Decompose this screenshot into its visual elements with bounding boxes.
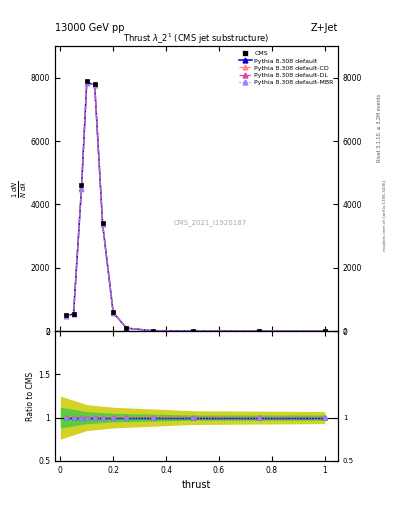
- Text: Rivet 3.1.10, ≥ 3.2M events: Rivet 3.1.10, ≥ 3.2M events: [377, 94, 382, 162]
- Text: mcplots.cern.ch [arXiv:1306.3436]: mcplots.cern.ch [arXiv:1306.3436]: [383, 180, 387, 250]
- Point: [78, 181, 84, 189]
- Point: [99, 219, 106, 227]
- Text: 13000 GeV pp: 13000 GeV pp: [55, 23, 125, 33]
- Point: [110, 308, 116, 316]
- Title: Thrust $\lambda\_2^1$ (CMS jet substructure): Thrust $\lambda\_2^1$ (CMS jet substruct…: [123, 32, 270, 46]
- Point: [62, 311, 69, 319]
- Point: [84, 77, 90, 85]
- Point: [123, 324, 130, 332]
- Point: [189, 327, 196, 335]
- Point: [70, 310, 77, 318]
- Y-axis label: Ratio to CMS: Ratio to CMS: [26, 371, 35, 420]
- Legend: CMS, Pythia 8.308 default, Pythia 8.308 default-CD, Pythia 8.308 default-DL, Pyt: CMS, Pythia 8.308 default, Pythia 8.308 …: [238, 49, 335, 87]
- Y-axis label: $\frac{1}{N}\frac{dN}{d\lambda}$: $\frac{1}{N}\frac{dN}{d\lambda}$: [11, 180, 29, 198]
- Point: [92, 80, 98, 88]
- Point: [321, 327, 328, 335]
- Point: [150, 327, 156, 335]
- Point: [255, 327, 262, 335]
- X-axis label: thrust: thrust: [182, 480, 211, 490]
- Text: Z+Jet: Z+Jet: [310, 23, 338, 33]
- Text: CMS_2021_I1920187: CMS_2021_I1920187: [174, 220, 247, 226]
